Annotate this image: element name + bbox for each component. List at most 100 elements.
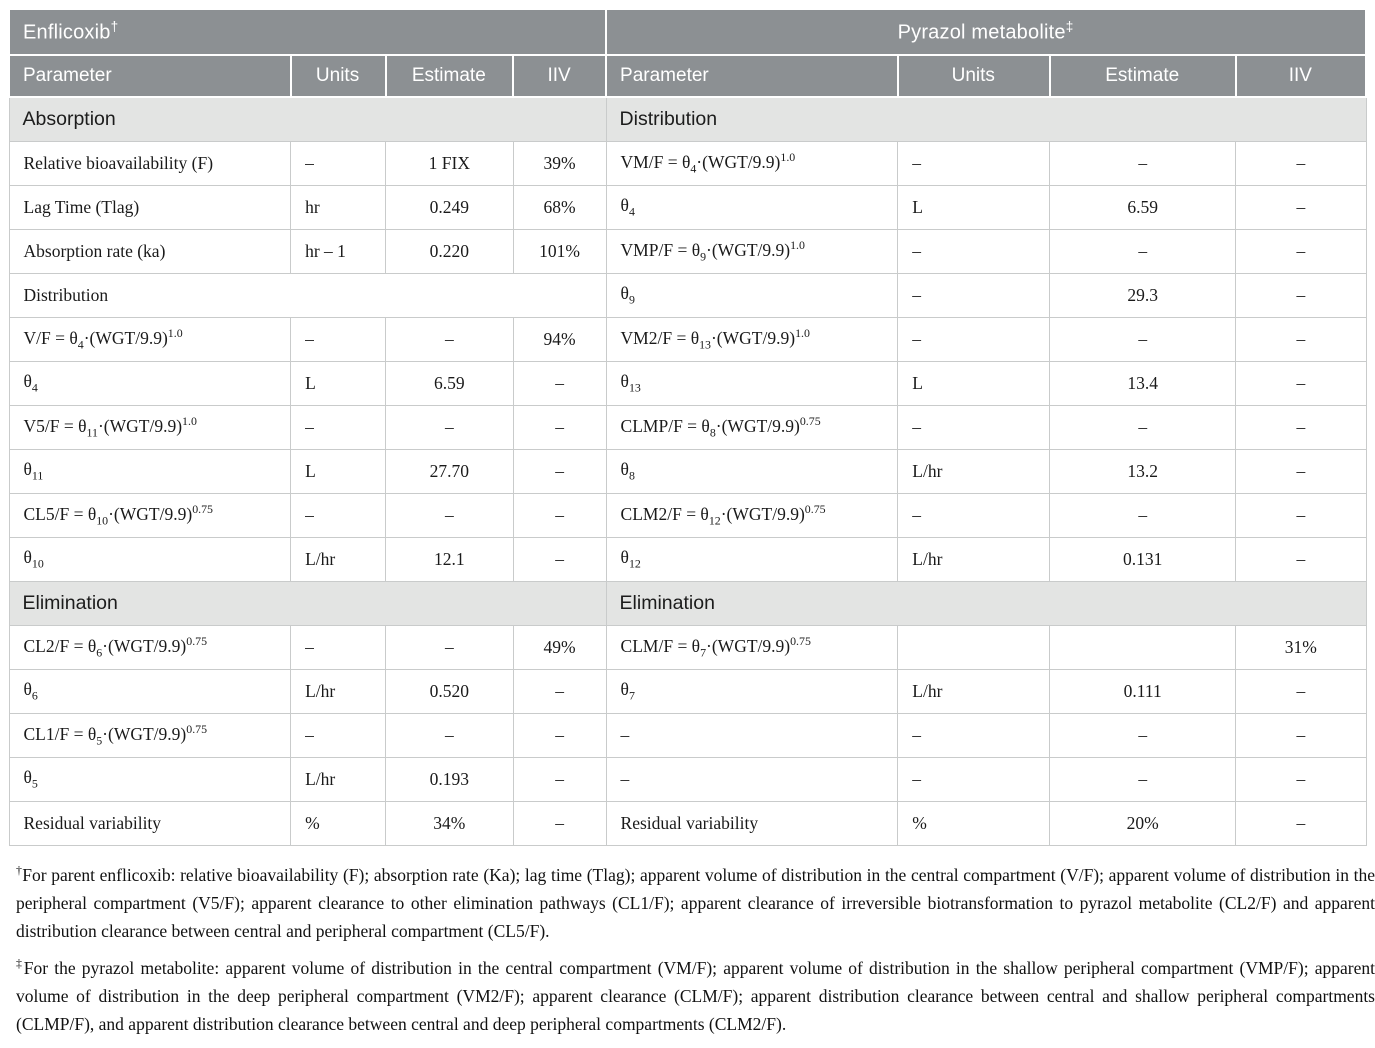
table-row: CL2/F = θ6·(WGT/9.9)0.75– –49% CLM/F = θ7·… bbox=[8, 625, 1367, 670]
cell-estimate: – bbox=[385, 713, 514, 758]
table-row: CL1/F = θ5·(WGT/9.9)0.75– – – – – – – bbox=[8, 713, 1367, 758]
cell-estimate: 12.1 bbox=[385, 537, 514, 582]
cell-parameter: – bbox=[605, 757, 899, 802]
col-estimate-right: Estimate bbox=[1048, 54, 1237, 98]
section-band-left: Elimination bbox=[8, 581, 607, 626]
cell-estimate: 0.220 bbox=[385, 229, 514, 274]
cell-units: L bbox=[290, 361, 387, 406]
cell-iiv: – bbox=[1235, 757, 1367, 802]
section-band-right: Distribution bbox=[605, 96, 1367, 142]
table-row: Distribution θ9–29.3– bbox=[8, 273, 1367, 318]
cell-iiv: – bbox=[1235, 537, 1367, 582]
table-row: CL5/F = θ10·(WGT/9.9)0.75– – – CLM2/F = θ12… bbox=[8, 493, 1367, 538]
cell-estimate: – bbox=[385, 625, 514, 670]
cell-parameter: CLM2/F = θ12·(WGT/9.9)0.75 bbox=[605, 493, 899, 538]
cell-iiv: – bbox=[1235, 801, 1367, 846]
cell-parameter: VM/F = θ4·(WGT/9.9)1.0 bbox=[605, 141, 899, 186]
cell-parameter: θ7 bbox=[605, 669, 899, 714]
cell-iiv: – bbox=[1235, 141, 1367, 186]
cell-units: L/hr bbox=[290, 669, 387, 714]
cell-units: L/hr bbox=[897, 449, 1051, 494]
cell-parameter: Lag Time (Tlag) bbox=[8, 185, 292, 230]
col-iiv-left: IIV bbox=[512, 54, 608, 98]
cell-estimate: – bbox=[1049, 317, 1237, 362]
title-pyrazol-metabolite: Pyrazol metabolite‡ bbox=[605, 8, 1367, 56]
cell-units: – bbox=[290, 141, 387, 186]
section-row: Elimination Elimination bbox=[8, 581, 1367, 626]
cell-units: hr bbox=[290, 185, 387, 230]
cell-parameter: VMP/F = θ9·(WGT/9.9)1.0 bbox=[605, 229, 899, 274]
cell-estimate: 0.111 bbox=[1049, 669, 1237, 714]
cell-iiv: – bbox=[1235, 361, 1367, 406]
cell-parameter: θ10 bbox=[8, 537, 292, 582]
table-row: V/F = θ4·(WGT/9.9)1.0– –94% VM2/F = θ13·(W… bbox=[8, 317, 1367, 362]
cell-units: L bbox=[897, 361, 1051, 406]
cell-estimate: – bbox=[1049, 757, 1237, 802]
cell-estimate: 0.193 bbox=[385, 757, 514, 802]
cell-iiv: 68% bbox=[512, 185, 607, 230]
cell-units: – bbox=[897, 141, 1051, 186]
cell-parameter: VM2/F = θ13·(WGT/9.9)1.0 bbox=[605, 317, 899, 362]
cell-estimate: – bbox=[385, 317, 514, 362]
table-row: Relative bioavailability (F) –1 FIX 39% VM/… bbox=[8, 141, 1367, 186]
cell-units: – bbox=[897, 493, 1051, 538]
cell-parameter: θ13 bbox=[605, 361, 899, 406]
col-units-left: Units bbox=[289, 54, 387, 98]
cell-parameter: CLM/F = θ7·(WGT/9.9)0.75 bbox=[605, 625, 899, 670]
cell-units: – bbox=[897, 317, 1051, 362]
cell-iiv: 101% bbox=[512, 229, 607, 274]
cell-iiv: – bbox=[1235, 185, 1367, 230]
cell-estimate: 1 FIX bbox=[385, 141, 514, 186]
col-parameter-right: Parameter bbox=[605, 54, 899, 98]
cell-parameter: Residual variability bbox=[605, 801, 899, 846]
cell-iiv: – bbox=[1235, 449, 1367, 494]
cell-iiv: – bbox=[512, 801, 607, 846]
cell-estimate: 0.520 bbox=[385, 669, 514, 714]
section-row: Absorption Distribution bbox=[8, 96, 1367, 142]
cell-estimate bbox=[1049, 625, 1237, 670]
table-row: Lag Time (Tlag) hr 0.249 68% θ4 L 6.59– bbox=[8, 185, 1367, 230]
cell-units bbox=[897, 625, 1051, 670]
cell-units: – bbox=[897, 405, 1051, 450]
cell-units: % bbox=[290, 801, 387, 846]
cell-units: L bbox=[897, 185, 1051, 230]
title-enflicoxib: Enflicoxib† bbox=[7, 8, 608, 56]
cell-units: – bbox=[897, 229, 1051, 274]
footnote-enflicoxib: †For parent enflicoxib: relative bioavai… bbox=[16, 863, 1375, 941]
cell-parameter: V/F = θ4·(WGT/9.9)1.0 bbox=[8, 317, 292, 362]
cell-iiv: – bbox=[1235, 317, 1367, 362]
cell-parameter: V5/F = θ11·(WGT/9.9)1.0 bbox=[8, 405, 292, 450]
cell-parameter: θ6 bbox=[8, 669, 292, 714]
col-estimate-left: Estimate bbox=[384, 54, 515, 98]
column-header-row: Parameter Units Estimate IIV Parameter U… bbox=[8, 54, 1368, 98]
cell-parameter: CL5/F = θ10·(WGT/9.9)0.75 bbox=[8, 493, 292, 538]
table-row: θ6 L/hr 0.520– θ7 L/hr 0.111– bbox=[8, 669, 1367, 714]
cell-units: L bbox=[290, 449, 387, 494]
cell-parameter: Residual variability bbox=[8, 801, 292, 846]
cell-parameter: CLMP/F = θ8·(WGT/9.9)0.75 bbox=[605, 405, 899, 450]
cell-estimate: – bbox=[385, 493, 514, 538]
cell-units: – bbox=[290, 493, 387, 538]
table-row: θ11 L 27.70– θ8 L/hr 13.2– bbox=[8, 449, 1367, 494]
cell-iiv: – bbox=[512, 361, 607, 406]
cell-estimate: 6.59 bbox=[385, 361, 514, 406]
cell-units: – bbox=[897, 757, 1051, 802]
table-row: Absorption rate (ka) hr – 1 0.220 101% VMP/F… bbox=[8, 229, 1367, 274]
cell-iiv: – bbox=[1235, 229, 1367, 274]
cell-estimate: – bbox=[1049, 141, 1237, 186]
cell-iiv: – bbox=[512, 405, 607, 450]
cell-units: – bbox=[897, 713, 1051, 758]
cell-estimate: 13.2 bbox=[1049, 449, 1237, 494]
col-parameter-left: Parameter bbox=[8, 54, 292, 98]
cell-iiv: – bbox=[1235, 669, 1367, 714]
cell-parameter: Absorption rate (ka) bbox=[8, 229, 292, 274]
cell-units: L/hr bbox=[897, 669, 1051, 714]
cell-iiv: – bbox=[512, 537, 607, 582]
cell-estimate: 27.70 bbox=[385, 449, 514, 494]
cell-iiv: 49% bbox=[512, 625, 607, 670]
cell-iiv: 94% bbox=[512, 317, 607, 362]
footnote-pyrazol-metabolite: ‡For the pyrazol metabolite: apparent vo… bbox=[16, 955, 1375, 1034]
table-row: θ10 L/hr 12.1– θ12 L/hr 0.131– bbox=[8, 537, 1367, 582]
cell-estimate: 0.249 bbox=[385, 185, 514, 230]
